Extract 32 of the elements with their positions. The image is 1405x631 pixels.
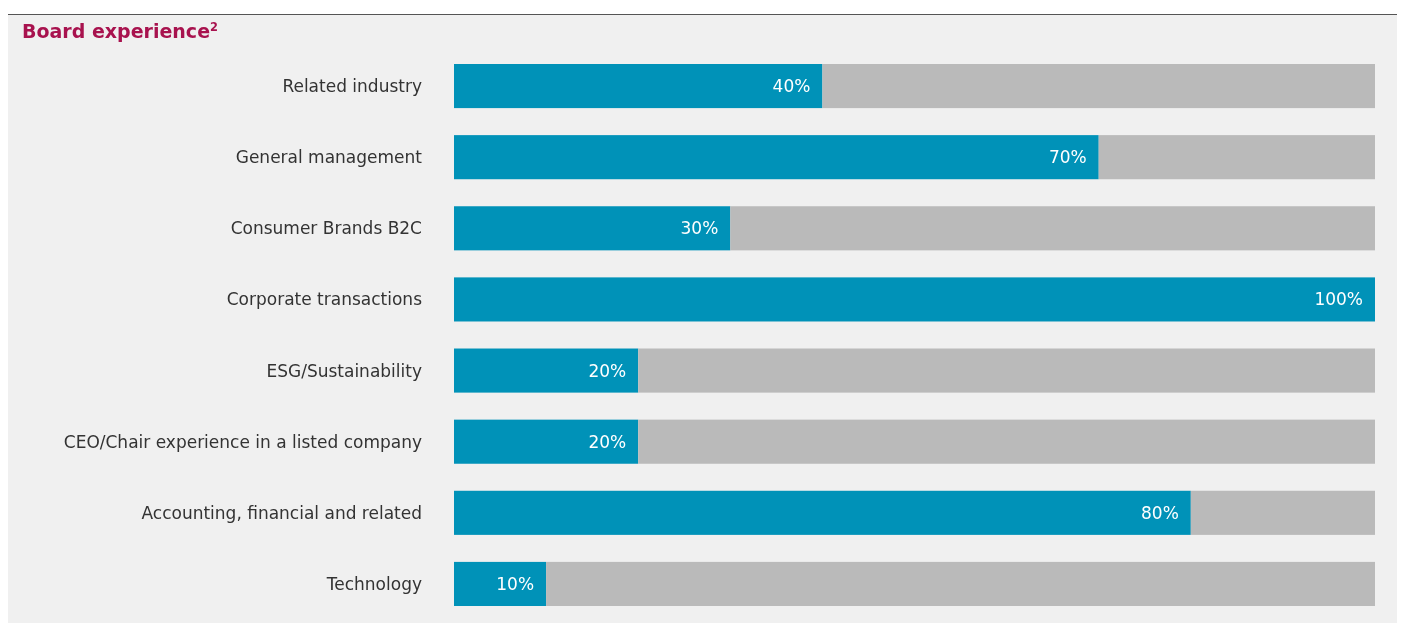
bar [454,64,823,109]
y-tick-label: Related industry [282,76,422,96]
data-label: 100% [1314,289,1363,310]
data-label: 10% [496,573,535,594]
data-label: 70% [1048,147,1087,168]
bar [454,490,1191,535]
text: Board experience$^{2}$ [22,20,218,42]
y-tick-label: Corporate transactions [226,289,423,310]
bar [638,419,1375,464]
y-tick-label: General management [235,147,423,168]
data-label: 20% [588,360,627,381]
bar [454,277,1375,322]
y-tick-label: ESG/Sustainability [266,360,422,381]
bar [1098,135,1375,180]
bar [454,206,731,251]
bar [546,561,1375,606]
bar [730,206,1375,251]
bar [454,419,639,464]
data-label: 30% [680,218,719,239]
bar [454,561,547,606]
y-tick-label: CEO/Chair experience in a listed company [63,431,422,452]
bar [1190,490,1375,535]
bar [822,64,1375,109]
bar [454,135,1099,180]
y-tick-label: Consumer Brands B2C [230,218,422,239]
bar [638,348,1375,393]
data-label: 20% [588,431,627,452]
bar [454,348,639,393]
data-label: 80% [1141,502,1179,523]
y-tick-label: Technology [325,573,422,594]
y-tick-label: Accounting, financial and related [141,502,422,523]
data-label: 40% [772,76,811,96]
